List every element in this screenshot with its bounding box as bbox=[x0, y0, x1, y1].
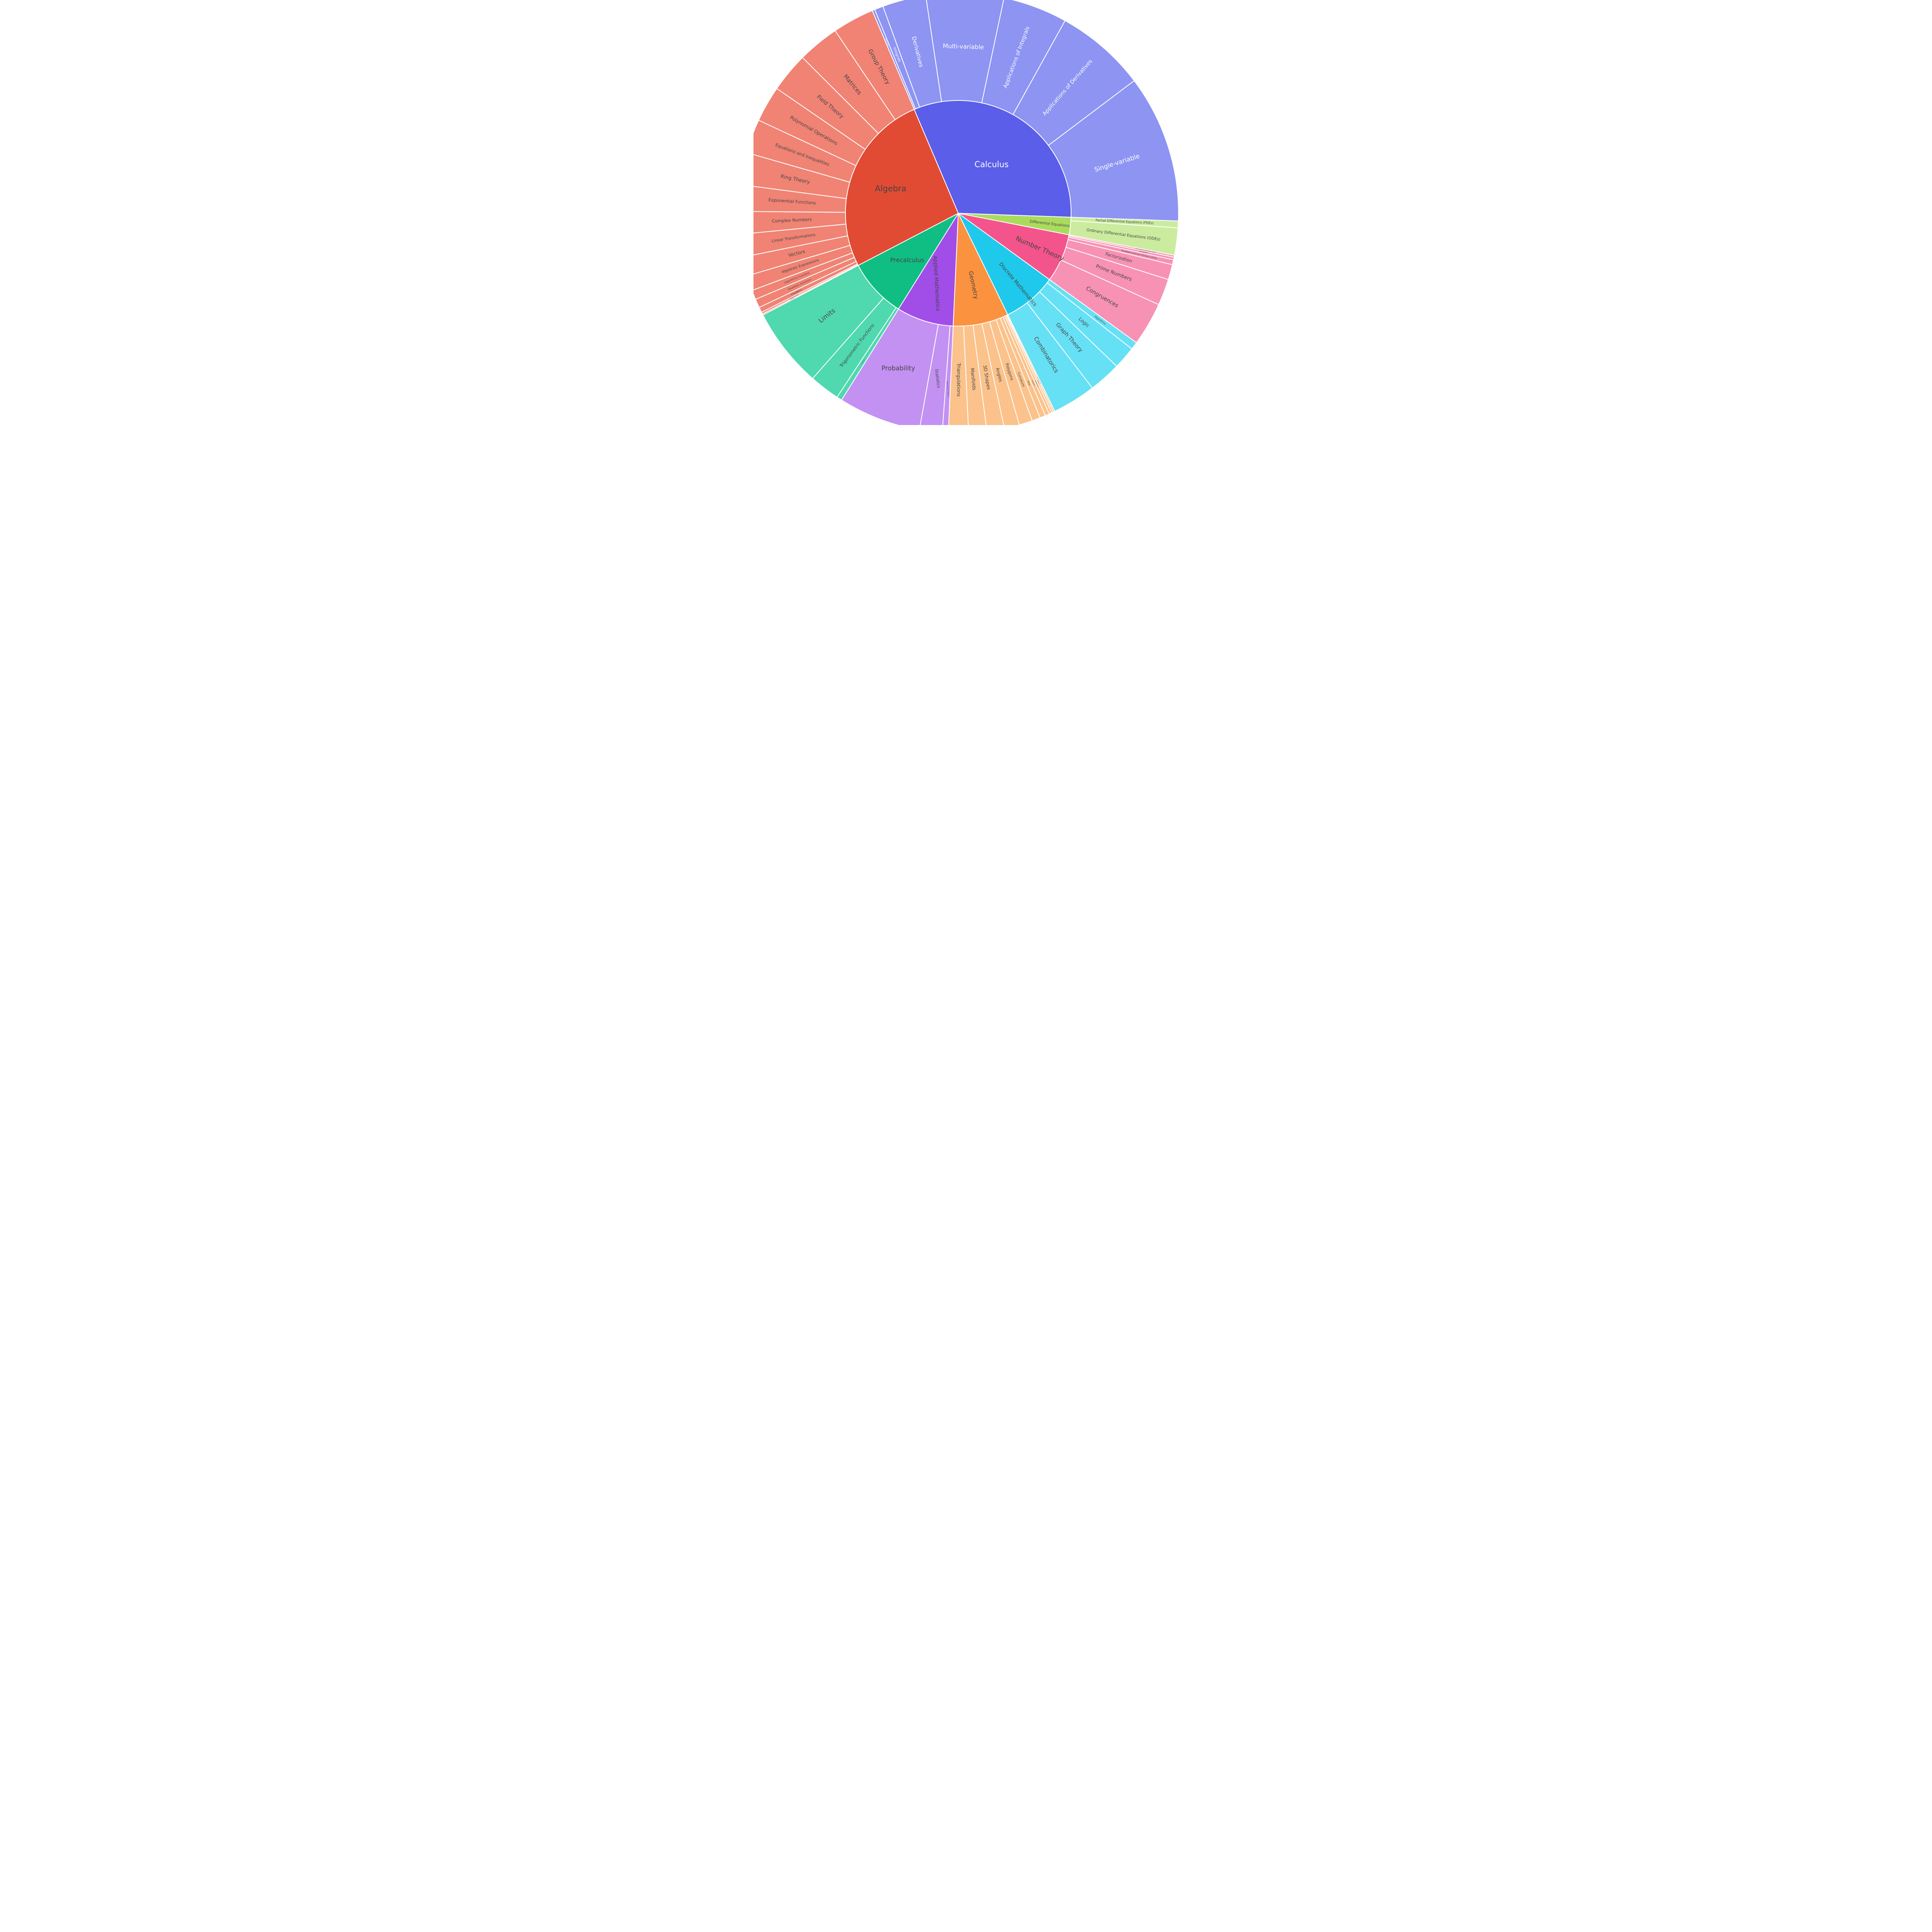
segment-algebra[interactable] bbox=[845, 109, 959, 266]
segments-layer bbox=[753, 0, 1179, 425]
segment-calculus[interactable] bbox=[913, 100, 1071, 218]
segment-applied-mathematics[interactable] bbox=[898, 213, 959, 327]
sunburst-chart: Related Rates Integrals Derivatives Multi-v… bbox=[753, 0, 1179, 425]
segment-discrete-mathematics[interactable] bbox=[958, 213, 1050, 315]
segment-precalculus[interactable] bbox=[858, 213, 959, 310]
segment-number-theory[interactable] bbox=[958, 213, 1070, 280]
segment-geometry[interactable] bbox=[952, 213, 1008, 327]
